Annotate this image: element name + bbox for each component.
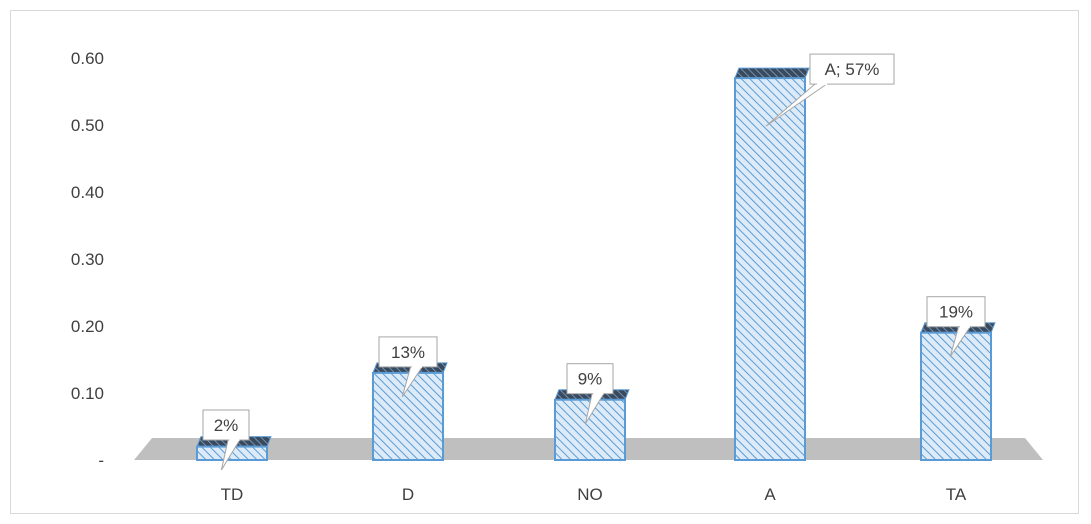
y-tick-label: 0.10: [71, 384, 104, 403]
data-label-callout: A; 57%: [765, 53, 895, 127]
y-tick-label: 0.50: [71, 116, 104, 135]
data-label: A; 57%: [825, 60, 880, 79]
callout-joint: [229, 438, 240, 441]
x-category-label: D: [402, 485, 414, 504]
data-label-callout: 13%: [378, 336, 438, 398]
callout-box: [566, 363, 614, 395]
x-category-label: TA: [946, 485, 967, 504]
bar-top-face: [734, 67, 810, 79]
y-tick-label: 0.40: [71, 183, 104, 202]
data-label-callout: 9%: [566, 363, 614, 424]
y-tick-label: 0.60: [71, 49, 104, 68]
callout-box: [926, 296, 986, 328]
data-label-callout: 2%: [202, 409, 250, 471]
chart-area: [10, 10, 1079, 514]
callout-box: [202, 409, 250, 441]
data-label: 19%: [939, 303, 973, 322]
bar-front-face: [920, 331, 992, 462]
callout-joint: [817, 82, 827, 86]
x-category-label: TD: [221, 485, 244, 504]
data-label-callout: 19%: [926, 296, 986, 357]
y-tick-label: 0.30: [71, 250, 104, 269]
callout-box: [378, 336, 438, 368]
bar-front-face: [734, 77, 806, 461]
callout-joint: [411, 364, 422, 368]
x-category-label: NO: [577, 485, 603, 504]
bar-a: [734, 67, 810, 461]
callout-joint: [959, 324, 970, 328]
y-tick-label: -: [98, 451, 104, 470]
data-label: 9%: [578, 370, 603, 389]
callout-box: [809, 53, 895, 85]
data-label: 13%: [391, 343, 425, 362]
y-tick-label: 0.20: [71, 317, 104, 336]
data-label: 2%: [214, 416, 239, 435]
callout-joint: [593, 391, 604, 395]
x-category-label: A: [764, 485, 776, 504]
